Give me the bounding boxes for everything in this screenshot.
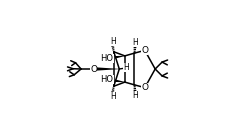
Polygon shape — [115, 56, 124, 59]
Text: HO: HO — [100, 54, 113, 63]
Text: H: H — [122, 63, 128, 72]
Text: H: H — [110, 37, 116, 46]
Text: O: O — [90, 64, 97, 74]
Polygon shape — [115, 79, 124, 82]
Text: O: O — [141, 46, 148, 55]
Text: O: O — [141, 83, 148, 92]
Text: HO: HO — [100, 75, 113, 84]
Polygon shape — [94, 67, 119, 71]
Text: H: H — [132, 91, 138, 100]
Text: H: H — [110, 92, 116, 101]
Text: H: H — [132, 38, 138, 47]
